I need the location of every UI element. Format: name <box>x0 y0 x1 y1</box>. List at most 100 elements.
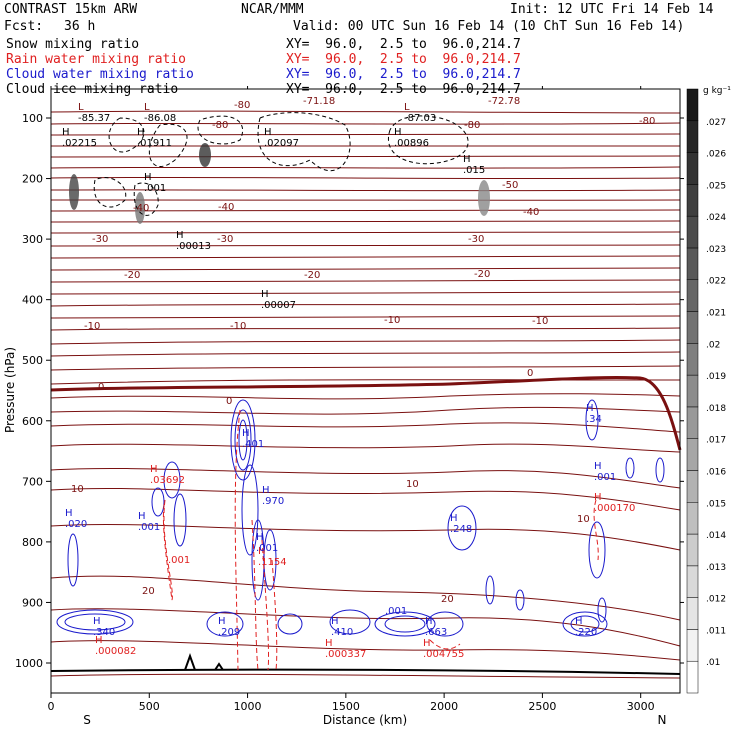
rain-extremum-value: .1154 <box>258 557 287 568</box>
colorbar-swatch <box>686 406 699 439</box>
snow-extremum-value: -87.03 <box>404 113 436 124</box>
cloud-extremum-mark: H <box>242 428 250 439</box>
endpoint-right: N <box>658 713 667 727</box>
snow-extremum-mark: L <box>144 102 150 113</box>
cloud-extremum-mark: H <box>256 532 264 543</box>
isotherm-line <box>50 673 681 679</box>
isotherm-label: -30 <box>92 234 108 245</box>
colorbar-swatch <box>686 629 699 662</box>
colorbar-tick-label: .019 <box>706 372 726 382</box>
rain-contour <box>271 559 278 671</box>
y-tick-label: 800 <box>22 536 43 549</box>
x-tick-label: 1000 <box>234 700 262 713</box>
colorbar-tick-label: .02 <box>706 340 720 350</box>
cloud-water-contour <box>447 505 477 551</box>
cloud-extremum-value: .401 <box>242 439 264 450</box>
isotherm-label: -20 <box>124 270 140 281</box>
colorbar-swatch <box>686 374 699 408</box>
cloud-water-contour <box>374 611 436 637</box>
cloud-extremum-value: .220 <box>575 627 597 638</box>
colorbar-tick-label: .024 <box>706 213 726 223</box>
isotherm-label: -10 <box>532 316 548 327</box>
valid-time: Valid: 00 UTC Sun 16 Feb 14 (10 ChT Sun … <box>293 19 685 34</box>
colorbar-swatch <box>686 184 699 217</box>
cloud-water-contour <box>56 609 134 635</box>
cloud-extremum-value: .663 <box>425 627 447 638</box>
isotherm-line <box>50 189 681 192</box>
cloud-water-contour <box>570 615 600 633</box>
isotherm-line <box>50 145 681 147</box>
cloud-water-contour <box>485 575 495 605</box>
cloud-water-contour <box>655 457 665 483</box>
cloud-water-contour <box>173 493 187 547</box>
cloud-water-contour <box>597 597 607 623</box>
cloud-extremum-mark: H <box>450 513 458 524</box>
cloud-extremum-value: .410 <box>331 627 353 638</box>
isotherm-line <box>50 608 681 647</box>
rain-extremum-value: .001 <box>168 555 190 566</box>
cloud-water-contour <box>562 611 608 637</box>
rain-contour <box>234 409 241 671</box>
cloud-ice-contour <box>133 182 159 216</box>
colorbar-swatch <box>686 88 699 122</box>
snow-extremum-mark: H <box>62 127 70 138</box>
snow-extremum-value: .00007 <box>261 300 296 311</box>
isotherm-label: 20 <box>142 586 155 597</box>
isotherm-line <box>50 575 681 621</box>
cloud-extremum-mark: H <box>575 616 583 627</box>
isotherm-label: -10 <box>384 315 400 326</box>
cloud-water-contour <box>263 529 277 591</box>
isotherm-line <box>50 291 681 295</box>
y-tick-label: 500 <box>22 354 43 367</box>
rain-extremum-mark: H <box>258 546 266 557</box>
rain-contour <box>429 639 461 650</box>
isotherm-label: 10 <box>406 479 419 490</box>
isotherm-label: -40 <box>218 202 234 213</box>
colorbar-tick-label: .012 <box>706 595 726 605</box>
rain-extremum-mark: H <box>95 635 103 646</box>
snow-extremum-mark: L <box>404 102 410 113</box>
colorbar-swatch <box>686 597 699 630</box>
snow-extremum-value: .015 <box>463 165 485 176</box>
colorbar-tick-label: .027 <box>706 118 726 128</box>
colorbar-swatch <box>686 311 699 344</box>
field-name-cloud-water: Cloud water mixing ratio <box>6 67 194 82</box>
cloud-extremum-value: .001 <box>594 472 616 483</box>
cloud-extremum-mark: H <box>425 616 433 627</box>
terrain-peak <box>184 653 224 671</box>
colorbar-swatch <box>686 279 699 312</box>
cloud-water-contour <box>277 613 303 635</box>
rain-extremum-value: .000170 <box>594 503 635 514</box>
cloud-extremum-mark: H <box>594 461 602 472</box>
isotherm-line <box>50 393 681 400</box>
isotherm-line <box>50 351 681 357</box>
cloud-water-contour <box>230 399 256 481</box>
colorbar-swatch <box>686 438 699 471</box>
isotherm-line <box>50 279 681 283</box>
field-name-rain: Rain water mixing ratio <box>6 52 187 67</box>
snow-extremum-value: .001 <box>144 183 166 194</box>
snow-extremum-value: -86.08 <box>144 113 176 124</box>
cloud-water-contour <box>151 487 165 517</box>
isotherm-label: -50 <box>502 180 518 191</box>
isotherm-line <box>50 110 681 114</box>
org-label: NCAR/MMM <box>241 2 304 17</box>
isotherm-label: -80 <box>639 116 655 127</box>
x-tick-label: 500 <box>139 700 160 713</box>
colorbar-swatch <box>686 565 699 598</box>
init-time: Init: 12 UTC Fri 14 Feb 14 <box>510 2 714 17</box>
colorbar-tick-label: .023 <box>706 245 726 255</box>
isotherm-line <box>50 255 681 259</box>
y-tick-label: 300 <box>22 233 43 246</box>
cloud-water-contour <box>234 409 252 471</box>
isotherm-line <box>50 339 681 345</box>
colorbar-swatch <box>686 660 699 694</box>
cloud-extremum-mark: H <box>331 616 339 627</box>
cloud-extremum-value: .001 <box>138 522 160 533</box>
colorbar-tick-label: .026 <box>706 150 726 160</box>
isotherm-line <box>50 133 681 136</box>
rain-extremum-value: .004755 <box>423 649 464 660</box>
isotherm-line <box>50 267 681 271</box>
snow-extremum-mark: H <box>264 127 272 138</box>
